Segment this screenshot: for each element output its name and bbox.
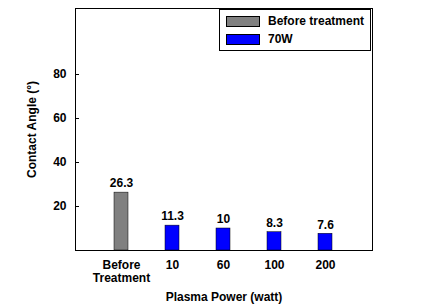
html-text:Before treatment: Before treatment: [268, 14, 364, 28]
html-text:70W: 70W: [268, 32, 293, 46]
svg-text:20: 20: [53, 199, 67, 213]
svg-text:26.3: 26.3: [110, 176, 134, 190]
svg-text:10: 10: [217, 212, 231, 226]
svg-text:7.6: 7.6: [317, 218, 334, 232]
svg-text:10: 10: [166, 258, 180, 272]
svg-text:200: 200: [315, 258, 335, 272]
svg-text:80: 80: [53, 67, 67, 81]
svg-text:BeforeTreatment: BeforeTreatment: [93, 258, 150, 285]
svg-text:60: 60: [217, 258, 231, 272]
svg-text:40: 40: [53, 155, 67, 169]
svg-text:Contact Angle (°): Contact Angle (°): [25, 81, 39, 178]
svg-text:Plasma Power (watt): Plasma Power (watt): [166, 290, 283, 304]
svg-text:100: 100: [264, 258, 284, 272]
svg-text:60: 60: [53, 111, 67, 125]
svg-text:11.3: 11.3: [161, 209, 184, 223]
svg-text:8.3: 8.3: [266, 216, 283, 230]
